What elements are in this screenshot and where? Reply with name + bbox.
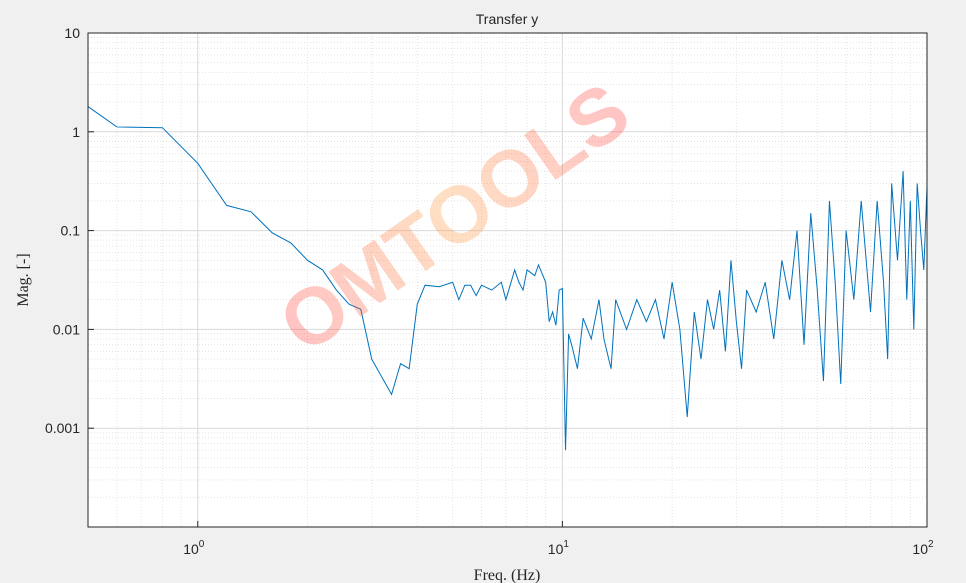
x-tick-label: 100 — [183, 539, 205, 557]
grid — [88, 32, 928, 527]
x-tick-label: 102 — [912, 539, 934, 557]
x-tick-base: 10 — [912, 541, 928, 557]
lines — [87, 106, 928, 451]
y-tick-label: 0.001 — [45, 420, 80, 436]
data-line — [87, 106, 928, 451]
x-tick-label: 101 — [548, 539, 570, 557]
y-tick-label: 0.1 — [61, 223, 81, 239]
plot-area — [88, 33, 927, 527]
y-tick-label: 1 — [72, 124, 80, 140]
x-tick-exponent: 2 — [928, 539, 934, 550]
x-tick-exponent: 1 — [563, 539, 569, 550]
chart-title: Transfer y — [476, 11, 539, 27]
x-axis-label: Freq. (Hz) — [474, 567, 541, 583]
x-tick-exponent: 0 — [199, 539, 205, 550]
y-tick-label: 0.01 — [53, 321, 80, 337]
x-tick-base: 10 — [548, 541, 564, 557]
y-axis-label: Mag. [-] — [15, 253, 32, 306]
x-tick-base: 10 — [183, 541, 199, 557]
y-tick-label: 10 — [64, 25, 80, 41]
axes-box — [87, 32, 928, 528]
